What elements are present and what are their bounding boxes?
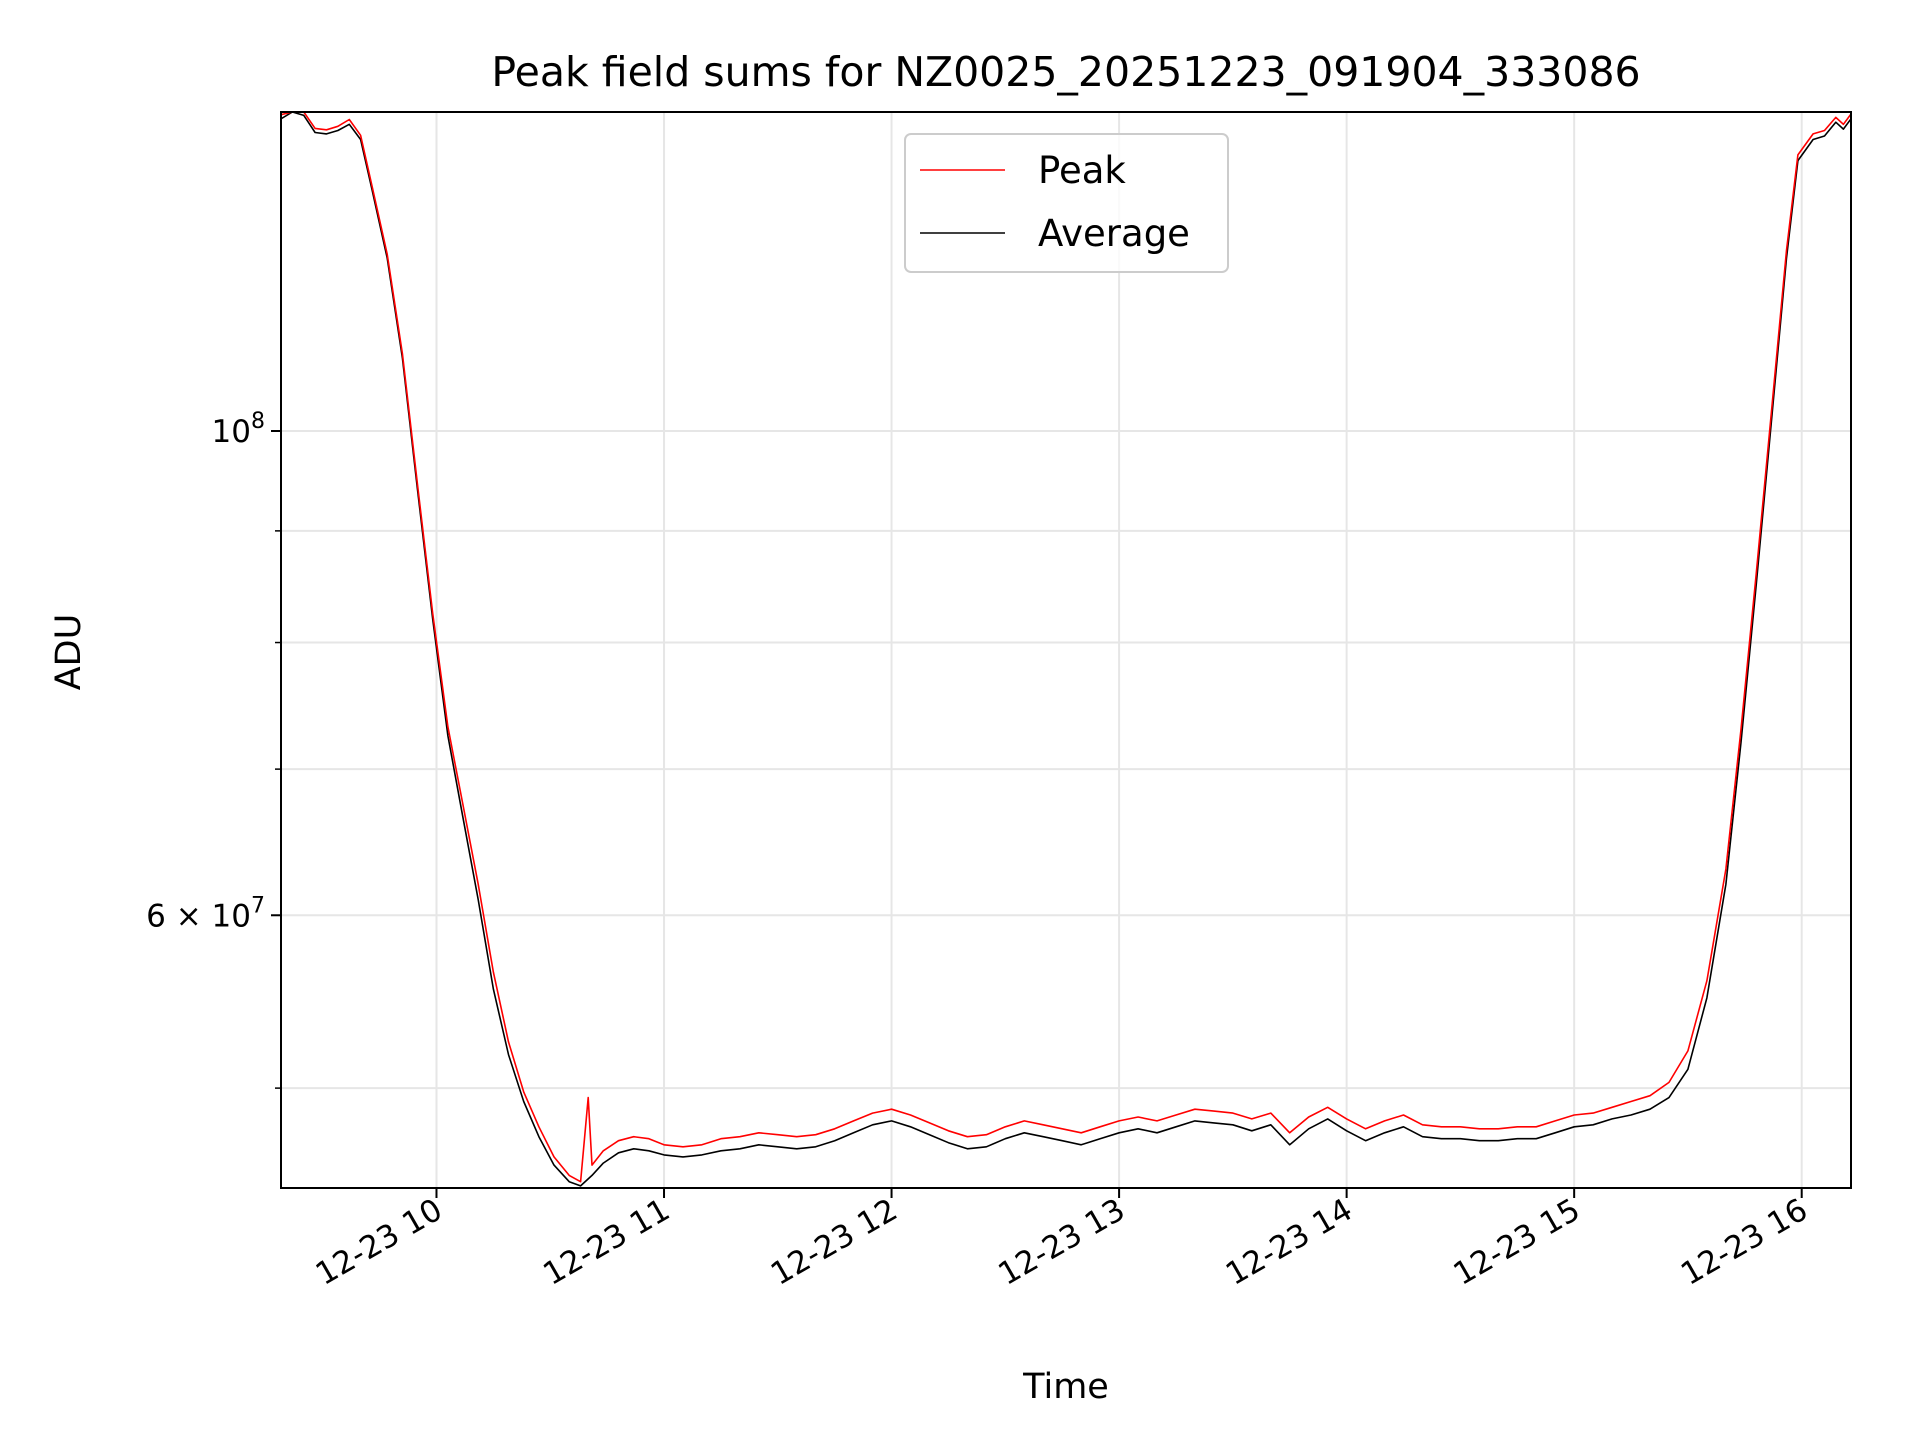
legend-box — [904, 133, 1229, 273]
y-tick-exponent: 7 — [251, 893, 265, 918]
y-tick-base: 6 × 10 — [146, 898, 251, 934]
plot-area — [280, 111, 1852, 1187]
legend: Peak Average — [904, 133, 1229, 273]
y-axis: 108 6 × 107 — [146, 409, 281, 1089]
grid — [281, 112, 1851, 1188]
y-tick-base: 10 — [212, 414, 251, 450]
series-line-average — [280, 111, 1852, 1187]
y-tick-label: 108 — [212, 409, 265, 450]
legend-label-average: Average — [1038, 212, 1190, 255]
y-axis-label: ADU — [49, 614, 89, 691]
legend-label-peak: Peak — [1038, 149, 1126, 192]
series-line-peak — [280, 111, 1852, 1183]
chart-title: Peak field sums for NZ0025_20251223_0919… — [491, 48, 1640, 96]
axes-frame — [280, 111, 1852, 1189]
x-axis-label: Time — [1022, 1367, 1109, 1407]
y-tick-label: 6 × 107 — [146, 893, 265, 934]
y-tick-exponent: 8 — [251, 409, 265, 434]
